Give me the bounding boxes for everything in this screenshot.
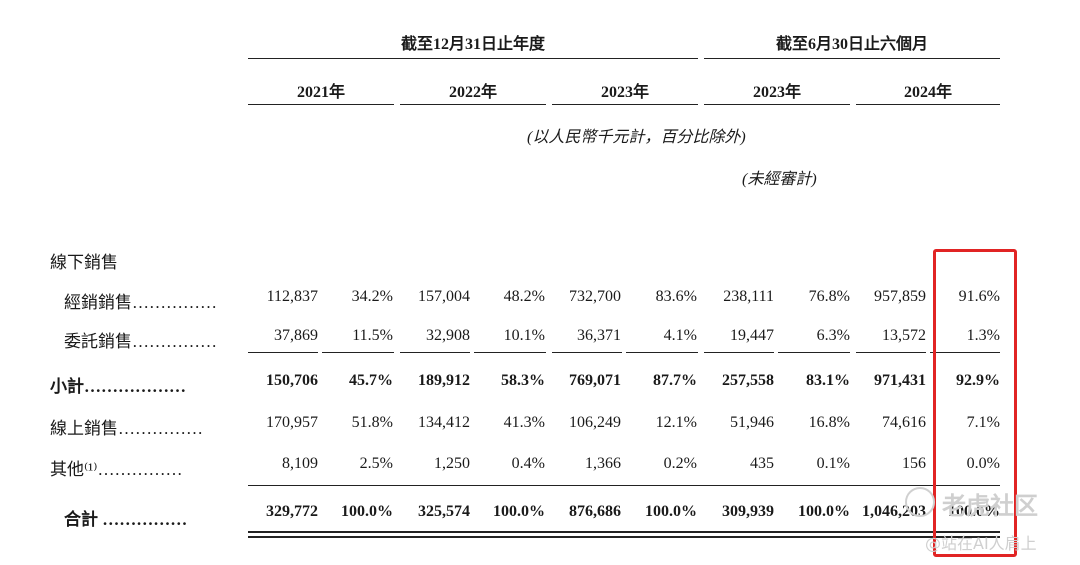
subtotal-rule — [248, 352, 318, 353]
table-cell: 12.1% — [655, 414, 697, 431]
row-label-online: 線上銷售…………… — [50, 419, 203, 438]
subtotal-rule — [474, 352, 546, 353]
total-double-rule — [248, 531, 1000, 533]
table-cell: 1.3% — [966, 327, 1000, 344]
table-cell: 957,859 — [874, 288, 926, 305]
table-cell: 134,412 — [418, 414, 470, 431]
table-cell: 100.0% — [645, 503, 697, 520]
table-cell: 106,249 — [569, 414, 621, 431]
subtotal-rule — [400, 352, 470, 353]
table-cell: 112,837 — [266, 288, 318, 305]
table-cell: 157,004 — [418, 288, 470, 305]
table-cell: 51.8% — [351, 414, 393, 431]
table-cell: 8,109 — [282, 455, 318, 472]
table-cell: 92.9% — [956, 372, 1000, 389]
table-cell: 4.1% — [663, 327, 697, 344]
table-cell: 1,250 — [434, 455, 470, 472]
row-label-total: 合計 …………… — [64, 510, 188, 529]
table-cell: 36,371 — [577, 327, 621, 344]
table-cell: 48.2% — [503, 288, 545, 305]
table-cell: 309,939 — [722, 503, 774, 520]
table-cell: 876,686 — [569, 503, 621, 520]
header-group-rule — [704, 58, 1000, 59]
table-cell: 16.8% — [808, 414, 850, 431]
table-cell: 6.3% — [816, 327, 850, 344]
table-cell: 76.8% — [808, 288, 850, 305]
table-cell: 971,431 — [874, 372, 926, 389]
year-rule — [552, 104, 698, 105]
table-cell: 87.7% — [653, 372, 697, 389]
row-label-distribution: 經銷銷售…………… — [64, 293, 217, 312]
table-cell: 13,572 — [882, 327, 926, 344]
watermark-logo-text: 老虎社区 — [942, 492, 1038, 520]
table-cell: 19,447 — [730, 327, 774, 344]
table-cell: 1,366 — [585, 455, 621, 472]
table-cell: 83.1% — [806, 372, 850, 389]
subtotal-rule — [626, 352, 698, 353]
table-cell: 325,574 — [418, 503, 470, 520]
table-cell: 100.0% — [341, 503, 393, 520]
subtotal-rule — [856, 352, 926, 353]
table-cell: 11.5% — [352, 327, 393, 344]
subtotal-rule — [552, 352, 622, 353]
table-cell: 769,071 — [569, 372, 621, 389]
table-cell: 34.2% — [351, 288, 393, 305]
header-half-2024: 2024年 — [903, 84, 952, 101]
table-cell: 100.0% — [798, 503, 850, 520]
table-cell: 2.5% — [359, 455, 393, 472]
watermark-handle: @站在AI人肩上 — [925, 534, 1037, 553]
year-rule — [400, 104, 546, 105]
table-cell: 0.1% — [816, 455, 850, 472]
table-cell: 41.3% — [503, 414, 545, 431]
section-label-offline: 線下銷售 — [50, 253, 118, 272]
year-rule — [248, 104, 394, 105]
header-year-2023: 2023年 — [600, 84, 649, 101]
table-cell: 91.6% — [958, 288, 1000, 305]
table-cell: 329,772 — [266, 503, 318, 520]
table-cell: 74,616 — [882, 414, 926, 431]
header-year-2022: 2022年 — [448, 84, 497, 101]
subtotal-rule — [704, 352, 774, 353]
subtotal-rule — [930, 352, 1000, 353]
table-cell: 170,957 — [266, 414, 318, 431]
row-label-subtotal: 小計……………… — [50, 377, 186, 396]
table-cell: 83.6% — [655, 288, 697, 305]
unit-note: (以人民幣千元計，百分比除外) — [527, 129, 746, 146]
table-cell: 51,946 — [730, 414, 774, 431]
table-cell: 435 — [750, 455, 774, 472]
table-cell: 189,912 — [418, 372, 470, 389]
table-cell: 7.1% — [966, 414, 1000, 431]
table-cell: 58.3% — [501, 372, 545, 389]
table-cell: 10.1% — [503, 327, 545, 344]
row-label-others: 其他⁽¹⁾…………… — [50, 460, 183, 479]
highlight-box — [933, 249, 1017, 557]
table-cell: 0.2% — [663, 455, 697, 472]
total-double-rule — [248, 536, 1000, 538]
table-cell: 32,908 — [426, 327, 470, 344]
year-rule — [856, 104, 1000, 105]
header-year-group: 截至12月31日止年度 — [400, 36, 545, 53]
table-cell: 150,706 — [266, 372, 318, 389]
row-label-consignment: 委託銷售…………… — [64, 332, 217, 351]
table-cell: 0.0% — [966, 455, 1000, 472]
table-cell: 156 — [902, 455, 926, 472]
table-cell: 100.0% — [493, 503, 545, 520]
subtotal-rule — [322, 352, 394, 353]
table-cell: 45.7% — [349, 372, 393, 389]
total-top-rule — [248, 485, 1000, 486]
watermark-logo-icon — [905, 487, 935, 517]
table-cell: 732,700 — [569, 288, 621, 305]
year-rule — [704, 104, 850, 105]
header-half-2023: 2023年 — [752, 84, 801, 101]
header-halfyear-group: 截至6月30日止六個月 — [775, 36, 928, 53]
header-group-rule — [248, 58, 698, 59]
table-cell: 37,869 — [274, 327, 318, 344]
unaudited-note: (未經審計) — [742, 171, 817, 188]
table-cell: 257,558 — [722, 372, 774, 389]
table-cell: 0.4% — [511, 455, 545, 472]
header-year-2021: 2021年 — [296, 84, 345, 101]
subtotal-rule — [778, 352, 850, 353]
table-cell: 238,111 — [723, 288, 774, 305]
table-cell: 100.0% — [948, 503, 1000, 520]
